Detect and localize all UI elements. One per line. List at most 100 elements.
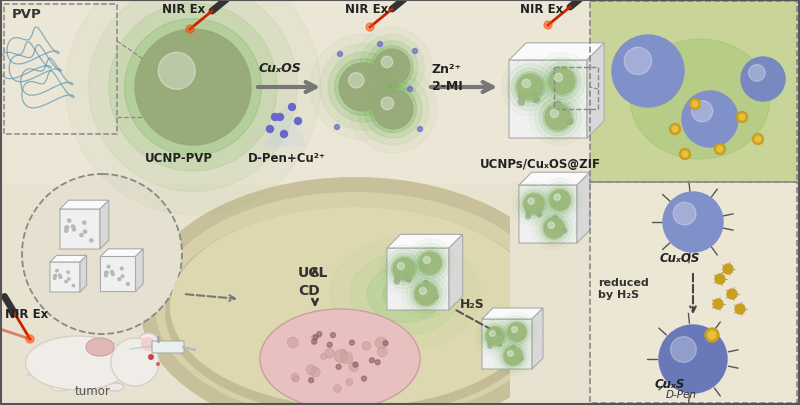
Polygon shape [577,173,590,243]
Circle shape [549,69,575,95]
Polygon shape [263,105,308,148]
Circle shape [526,210,530,215]
Circle shape [542,183,578,218]
Circle shape [723,264,733,274]
Circle shape [548,189,572,212]
Circle shape [406,275,446,314]
Text: CuₓS: CuₓS [655,377,686,390]
Circle shape [531,92,538,98]
Circle shape [90,239,93,243]
Circle shape [496,339,500,343]
Circle shape [58,274,61,277]
Circle shape [522,193,546,216]
Circle shape [519,190,549,219]
Circle shape [562,229,566,233]
Circle shape [517,75,543,101]
Circle shape [682,92,738,148]
Circle shape [72,228,75,231]
Circle shape [291,373,299,382]
Circle shape [137,333,159,355]
Circle shape [375,337,387,349]
Circle shape [554,74,562,82]
Ellipse shape [383,278,427,311]
Polygon shape [101,249,143,257]
Circle shape [624,48,651,75]
Circle shape [68,278,70,281]
Circle shape [135,30,251,146]
Circle shape [391,256,417,282]
Circle shape [534,94,582,141]
Ellipse shape [367,266,443,323]
Text: CuₓOS: CuₓOS [660,252,700,264]
Circle shape [339,64,387,112]
Circle shape [334,60,391,116]
Circle shape [378,347,387,357]
FancyBboxPatch shape [482,319,532,369]
Circle shape [417,250,443,276]
Circle shape [500,343,526,369]
Bar [590,2,797,183]
Text: UCNP-PVP: UCNP-PVP [145,151,213,164]
Text: NIR Ex: NIR Ex [162,3,206,16]
Circle shape [511,69,549,107]
Circle shape [349,362,358,372]
Circle shape [419,288,426,295]
Circle shape [406,277,411,282]
Ellipse shape [350,253,460,335]
Circle shape [520,93,526,100]
Circle shape [378,43,382,47]
Circle shape [281,131,287,138]
Circle shape [126,283,130,286]
Circle shape [543,63,581,100]
Circle shape [554,194,561,201]
Circle shape [727,289,737,299]
Circle shape [349,73,364,89]
Circle shape [504,319,530,345]
Ellipse shape [155,192,555,405]
FancyBboxPatch shape [152,341,184,353]
Circle shape [554,102,561,108]
Circle shape [530,200,534,205]
Circle shape [423,257,430,264]
Text: PVP: PVP [12,8,42,21]
Circle shape [670,337,697,362]
Polygon shape [509,44,604,61]
Circle shape [490,331,495,337]
Circle shape [26,335,34,343]
Circle shape [423,281,428,286]
Circle shape [71,226,74,228]
Text: NIR Ex: NIR Ex [5,307,48,320]
Circle shape [539,99,577,136]
Circle shape [158,53,195,90]
Circle shape [691,101,713,122]
Circle shape [289,104,295,111]
Circle shape [22,175,182,334]
Circle shape [488,344,492,348]
Circle shape [714,144,726,155]
Circle shape [398,263,405,270]
Circle shape [327,342,332,347]
Circle shape [410,278,442,310]
Ellipse shape [260,309,420,405]
Circle shape [545,105,571,131]
Circle shape [394,275,399,280]
Circle shape [550,110,558,118]
Circle shape [120,267,123,270]
Circle shape [552,203,557,207]
Circle shape [375,360,380,365]
Circle shape [125,19,262,156]
Circle shape [111,338,159,386]
Polygon shape [482,308,543,319]
Text: NIR Ex: NIR Ex [520,3,563,16]
Circle shape [679,149,690,160]
Circle shape [526,215,530,219]
Circle shape [522,80,530,88]
Polygon shape [387,235,462,248]
Ellipse shape [170,207,540,405]
Circle shape [674,202,696,226]
Text: UCNPs/CuₓOS@ZIF: UCNPs/CuₓOS@ZIF [480,158,601,171]
Circle shape [186,26,194,34]
Circle shape [548,221,553,226]
Circle shape [68,220,71,223]
Circle shape [567,119,573,125]
